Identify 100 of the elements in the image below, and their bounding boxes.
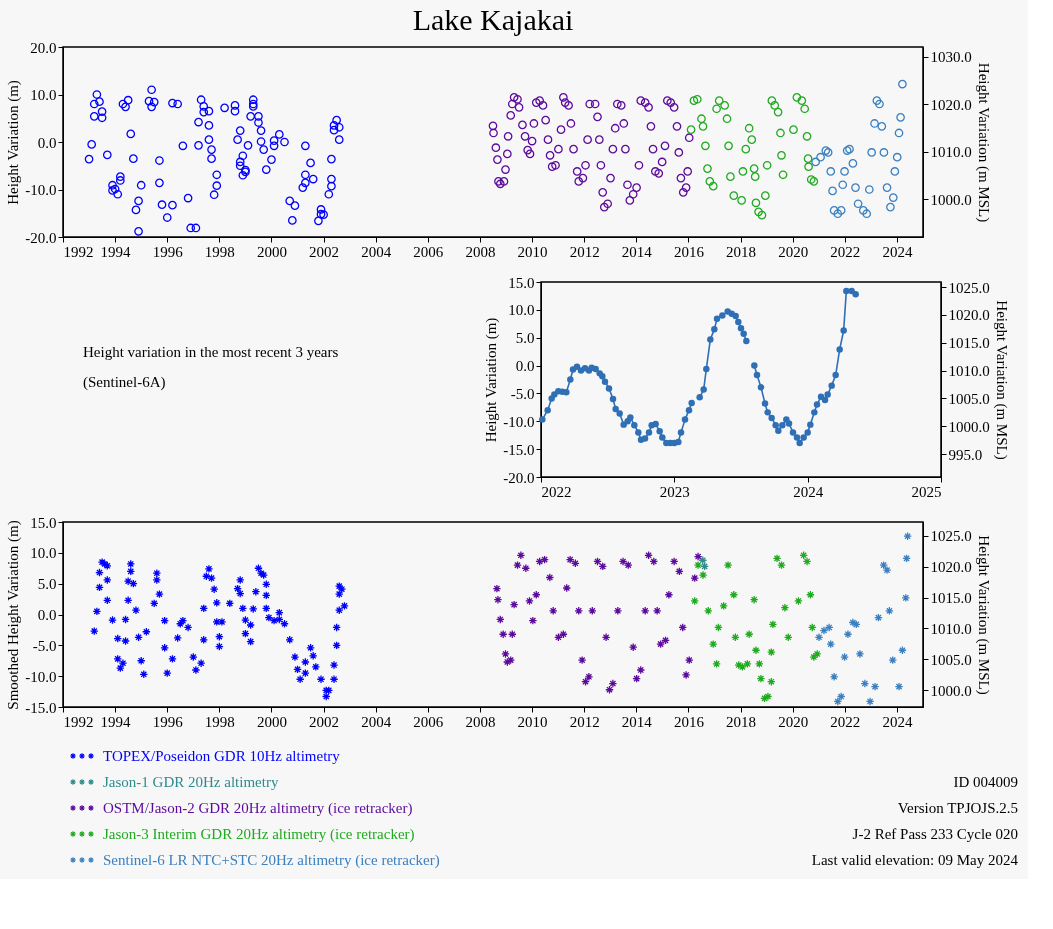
point [686, 125, 696, 134]
point [726, 172, 735, 182]
point [767, 96, 777, 106]
x-tick-label: 2018 [726, 713, 757, 730]
y-axis-title: Smoothed Height Variation (m) [5, 520, 23, 710]
point [712, 104, 721, 114]
point [623, 560, 633, 570]
point [888, 655, 898, 665]
x-tick-label: 2006 [413, 243, 444, 260]
point [502, 657, 512, 667]
point [531, 590, 541, 600]
point [882, 565, 892, 575]
x-tick-label: 2004 [361, 713, 392, 730]
point [829, 672, 839, 682]
point [684, 655, 694, 665]
x-tick-label: 2022 [830, 713, 861, 730]
point [855, 649, 865, 659]
point [836, 206, 846, 215]
x-tick-label: 1998 [204, 243, 235, 260]
point [754, 659, 764, 669]
point [535, 557, 545, 566]
point [649, 557, 659, 566]
point [708, 639, 718, 649]
x-tick-label: 1996 [152, 243, 184, 260]
point [760, 191, 770, 201]
point [492, 584, 502, 593]
chart-title: Lake Kajakai [412, 3, 574, 36]
point [853, 199, 863, 209]
legend-label: OSTM/Jason-2 GDR 20Hz altimetry (ice retracker) [103, 800, 413, 817]
point [882, 183, 892, 192]
point [724, 141, 733, 151]
point [789, 125, 798, 134]
point [577, 655, 587, 665]
point [903, 531, 912, 541]
y-tick-label: 5.0 [37, 576, 57, 593]
point [593, 557, 602, 566]
point [700, 562, 709, 571]
y-tick-label: 15.0 [508, 274, 535, 291]
point [701, 141, 710, 151]
y2-tick-label: 1005.0 [948, 390, 990, 407]
point [744, 123, 754, 133]
point [901, 593, 911, 603]
point [516, 550, 526, 560]
y-tick-label: 5.0 [515, 330, 535, 347]
point [608, 679, 618, 688]
point [797, 96, 807, 106]
point [802, 557, 812, 566]
point [829, 206, 839, 215]
x-tick-label: 2025 [911, 483, 942, 500]
point [799, 550, 808, 560]
x-tick-label: 2022 [541, 483, 572, 500]
x-tick-label: 2016 [673, 243, 705, 260]
point [669, 557, 679, 566]
point [598, 562, 608, 571]
y-axis-title: Height Variation (m) [5, 80, 23, 205]
x-tick-label: 2014 [621, 713, 653, 730]
point [894, 682, 904, 692]
y-tick-label: 0.0 [37, 134, 57, 151]
y2-tick-label: 1030.0 [930, 49, 972, 65]
point [714, 623, 723, 632]
point [729, 590, 739, 600]
y2-tick-label: 1025.0 [930, 528, 972, 545]
point [836, 692, 846, 701]
point [674, 566, 684, 576]
point [741, 144, 751, 154]
text: Height variation in the most recent 3 years [83, 344, 339, 360]
y2-tick-label: 1025.0 [948, 279, 990, 296]
x-tick-label: 1998 [204, 713, 235, 730]
point [804, 162, 813, 172]
point [737, 196, 746, 205]
point [751, 645, 761, 655]
y2-tick-label: 1005.0 [930, 651, 972, 668]
y2-tick-label: 1000.0 [948, 418, 990, 435]
y-tick-label: -15.0 [25, 699, 57, 716]
y2-tick-label: 1020.0 [930, 559, 972, 576]
point [760, 694, 769, 703]
point [723, 560, 733, 570]
point [498, 629, 508, 639]
x-tick-label: 2024 [793, 483, 824, 500]
point [528, 616, 538, 626]
y-tick-label: 0.0 [37, 607, 57, 623]
point [886, 202, 895, 212]
x-tick-label: 2012 [569, 243, 600, 260]
point [495, 615, 505, 624]
y-tick-label: 10.0 [508, 302, 535, 319]
point [693, 552, 703, 561]
point [562, 583, 572, 593]
point [703, 164, 712, 173]
x-tick-label: 1994 [100, 243, 132, 260]
point [770, 101, 780, 110]
y2-tick-label: 995.0 [948, 446, 983, 463]
point [738, 167, 748, 176]
point [750, 172, 760, 182]
x-tick-label: 2020 [778, 713, 809, 730]
point [714, 96, 724, 106]
point [879, 148, 889, 157]
y-tick-label: -5.0 [32, 637, 57, 654]
x-tick-label: 2000 [256, 713, 287, 730]
legend-label: Jason-1 GDR 20Hz altimetry [103, 774, 279, 790]
y-tick-label: 15.0 [30, 514, 57, 531]
